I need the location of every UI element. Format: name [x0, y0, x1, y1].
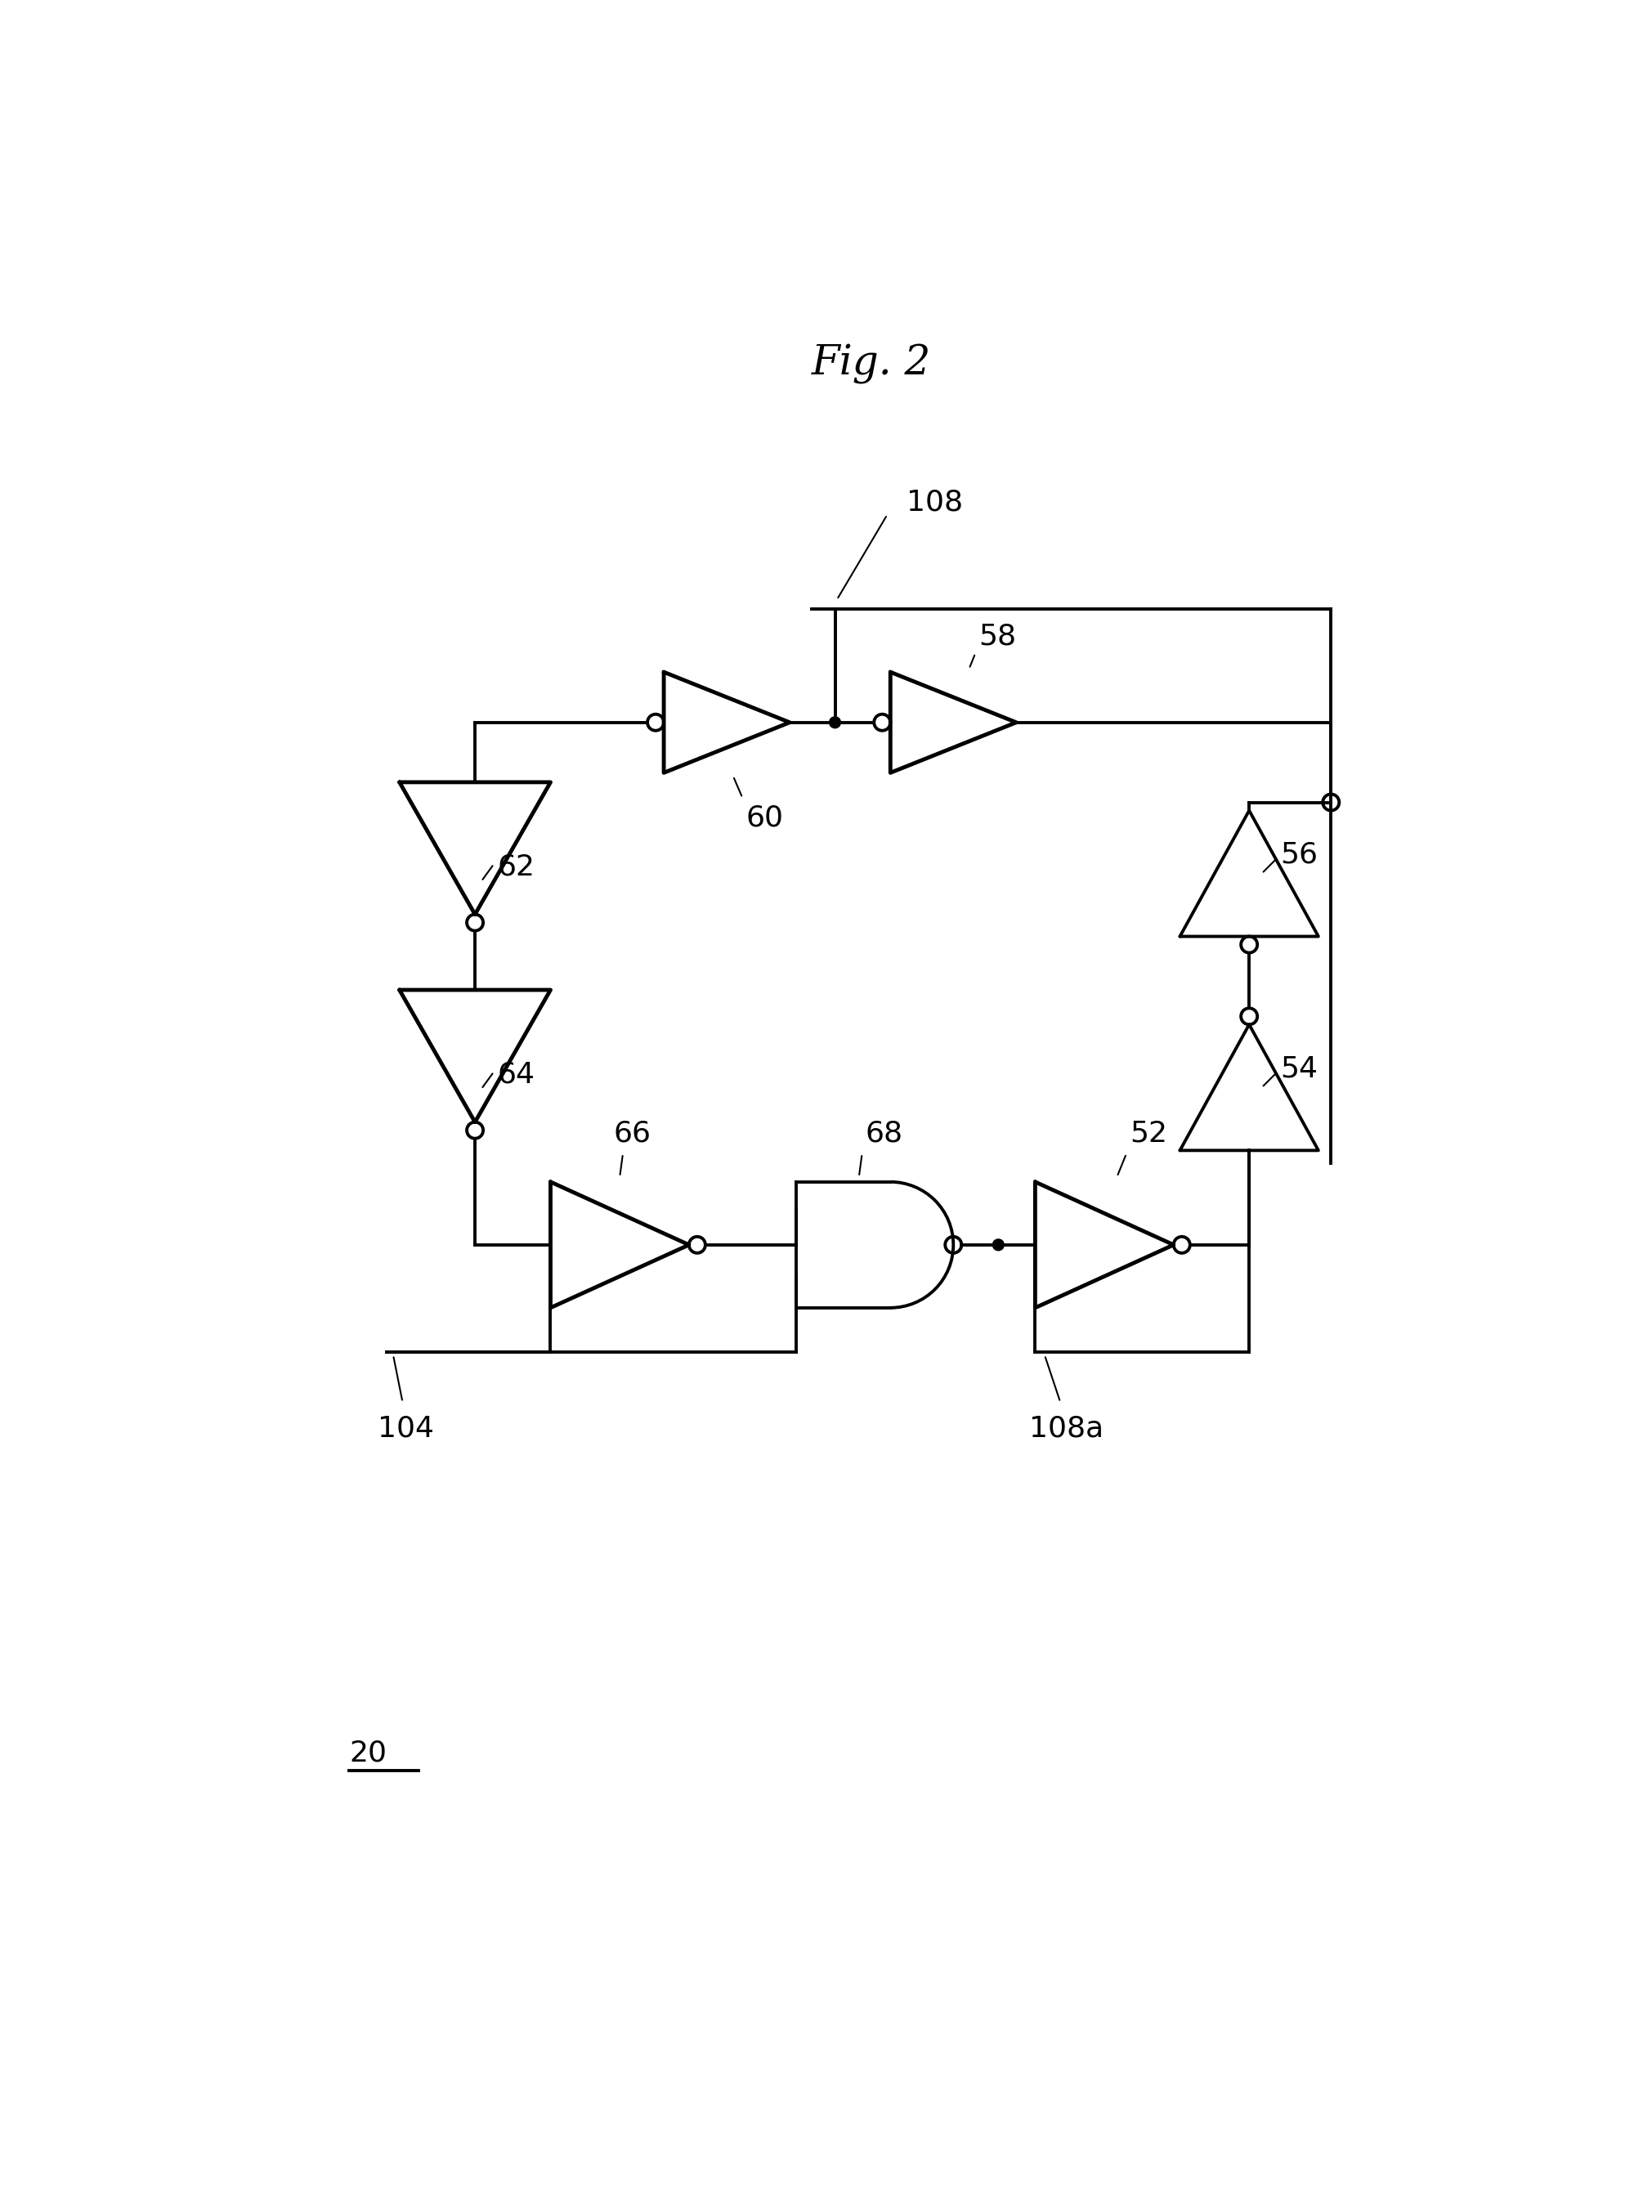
Text: 56: 56 — [1280, 841, 1318, 869]
Circle shape — [829, 717, 841, 728]
Text: 52: 52 — [1130, 1119, 1168, 1148]
Text: 68: 68 — [866, 1119, 904, 1148]
Text: 66: 66 — [613, 1119, 651, 1148]
Text: Fig. 2: Fig. 2 — [811, 343, 932, 385]
Text: 54: 54 — [1280, 1055, 1318, 1082]
Text: 62: 62 — [497, 854, 535, 880]
Text: 108: 108 — [907, 489, 963, 515]
Text: 60: 60 — [745, 805, 783, 832]
Text: 58: 58 — [978, 622, 1016, 650]
Text: 20: 20 — [349, 1739, 387, 1767]
Text: 104: 104 — [378, 1416, 434, 1442]
Circle shape — [993, 1239, 1004, 1250]
Text: 108a: 108a — [1029, 1416, 1104, 1442]
Text: 64: 64 — [497, 1062, 535, 1088]
